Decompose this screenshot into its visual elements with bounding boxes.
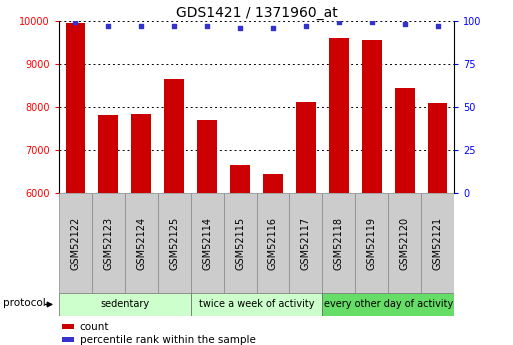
Bar bbox=[164, 79, 184, 193]
Point bbox=[170, 23, 179, 29]
Bar bbox=[256, 193, 289, 293]
Bar bbox=[421, 193, 454, 293]
Bar bbox=[59, 193, 92, 293]
Bar bbox=[362, 40, 382, 193]
Text: GSM52125: GSM52125 bbox=[169, 217, 179, 270]
Text: GSM52120: GSM52120 bbox=[400, 217, 409, 270]
Text: GSM52118: GSM52118 bbox=[334, 217, 344, 270]
Bar bbox=[428, 102, 447, 193]
Text: protocol: protocol bbox=[3, 298, 46, 308]
Point bbox=[334, 20, 343, 25]
Bar bbox=[394, 88, 415, 193]
Bar bbox=[197, 120, 217, 193]
Text: GSM52117: GSM52117 bbox=[301, 217, 311, 270]
Bar bbox=[98, 115, 118, 193]
Bar bbox=[224, 193, 256, 293]
Bar bbox=[296, 102, 315, 193]
Bar bbox=[62, 324, 74, 329]
Bar bbox=[263, 174, 283, 193]
Bar bbox=[230, 165, 250, 193]
Bar bbox=[158, 193, 191, 293]
Text: GSM52119: GSM52119 bbox=[367, 217, 377, 270]
Text: GSM52116: GSM52116 bbox=[268, 217, 278, 270]
Point bbox=[104, 23, 112, 29]
Point bbox=[71, 20, 80, 25]
Point bbox=[236, 25, 244, 30]
Text: every other day of activity: every other day of activity bbox=[324, 299, 453, 309]
Bar bbox=[59, 293, 191, 316]
Title: GDS1421 / 1371960_at: GDS1421 / 1371960_at bbox=[175, 6, 338, 20]
Point bbox=[401, 21, 409, 27]
Text: sedentary: sedentary bbox=[100, 299, 149, 309]
Bar bbox=[131, 114, 151, 193]
Bar bbox=[329, 38, 349, 193]
Bar bbox=[66, 23, 85, 193]
Text: count: count bbox=[80, 322, 109, 332]
Point bbox=[433, 23, 442, 29]
Bar bbox=[322, 293, 454, 316]
Text: GSM52114: GSM52114 bbox=[202, 217, 212, 270]
Text: GSM52123: GSM52123 bbox=[104, 217, 113, 270]
Text: twice a week of activity: twice a week of activity bbox=[199, 299, 314, 309]
Text: GSM52122: GSM52122 bbox=[70, 217, 81, 270]
Bar bbox=[322, 193, 355, 293]
Text: percentile rank within the sample: percentile rank within the sample bbox=[80, 335, 255, 345]
Bar bbox=[191, 193, 224, 293]
Point bbox=[137, 23, 145, 29]
Bar bbox=[289, 193, 322, 293]
Point bbox=[269, 25, 277, 30]
Bar bbox=[355, 193, 388, 293]
Text: GSM52121: GSM52121 bbox=[432, 217, 443, 270]
Point bbox=[203, 23, 211, 29]
Bar bbox=[191, 293, 322, 316]
Bar bbox=[62, 337, 74, 342]
Bar bbox=[388, 193, 421, 293]
Point bbox=[368, 20, 376, 25]
Bar bbox=[125, 193, 158, 293]
Bar bbox=[92, 193, 125, 293]
Text: GSM52124: GSM52124 bbox=[136, 217, 146, 270]
Point bbox=[302, 23, 310, 29]
Text: GSM52115: GSM52115 bbox=[235, 217, 245, 270]
